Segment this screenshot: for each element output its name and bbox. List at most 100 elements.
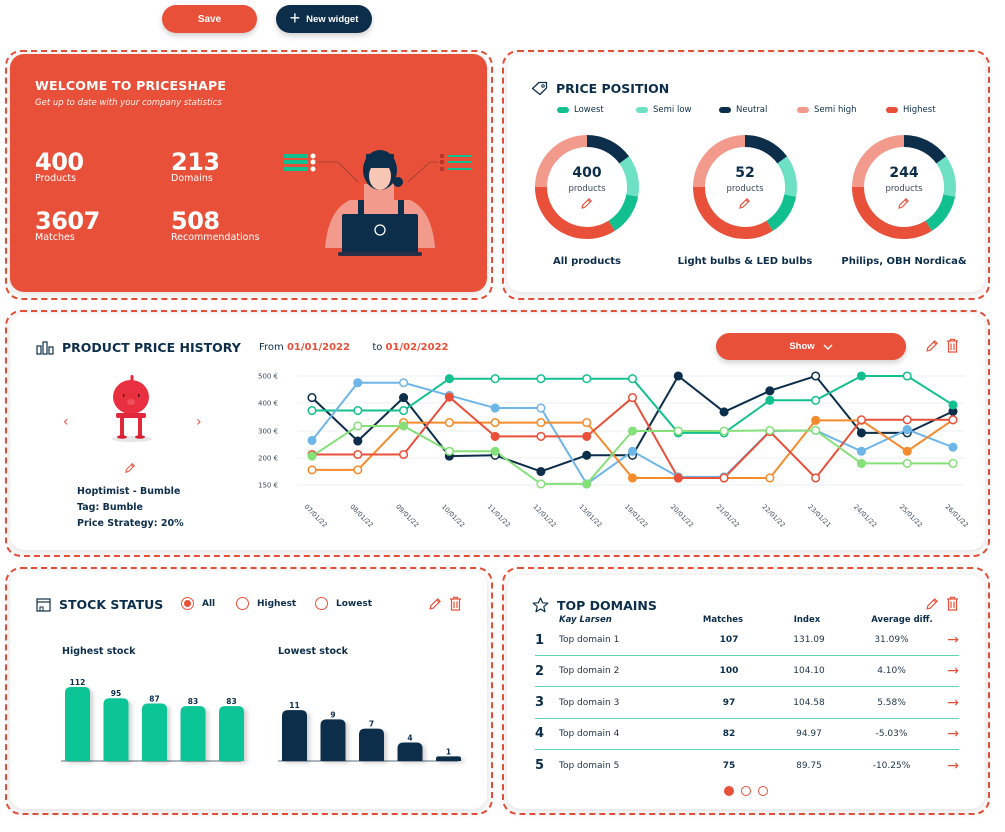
data-point-orange[interactable] — [582, 418, 592, 428]
donut-light-bulbs[interactable]: 52 products — [691, 133, 799, 241]
data-point-light-green[interactable] — [307, 451, 317, 461]
data-point-orange[interactable] — [765, 473, 775, 483]
data-point-teal[interactable] — [856, 371, 866, 381]
data-point-navy[interactable] — [307, 393, 317, 403]
arrow-right-icon[interactable]: → — [947, 694, 959, 711]
data-point-teal[interactable] — [490, 374, 500, 384]
data-point-teal[interactable] — [307, 406, 317, 416]
data-point-navy[interactable] — [765, 386, 775, 396]
data-point-red[interactable] — [811, 473, 821, 483]
data-point-red[interactable] — [719, 473, 729, 483]
data-point-light-green[interactable] — [856, 458, 866, 468]
data-point-red[interactable] — [902, 415, 912, 425]
data-point-light-green[interactable] — [627, 426, 638, 436]
data-point-red[interactable] — [490, 431, 500, 441]
data-point-teal[interactable] — [444, 374, 454, 384]
data-point-blue[interactable] — [353, 378, 363, 388]
show-dropdown-button[interactable]: Show — [716, 333, 906, 360]
donut-philips[interactable]: 244 products — [850, 133, 958, 241]
edit-pencil-icon[interactable] — [897, 197, 910, 210]
filter-radio-highest[interactable]: Highest — [236, 597, 296, 610]
table-row[interactable]: 2 Top domain 2 100 104.10 4.10% → — [535, 656, 959, 688]
data-point-light-green[interactable] — [490, 446, 500, 456]
data-point-teal[interactable] — [902, 371, 912, 381]
table-row[interactable]: 4 Top domain 4 82 94.97 -5.03% → — [535, 719, 959, 750]
arrow-right-icon[interactable]: → — [947, 725, 959, 742]
data-point-light-green[interactable] — [399, 421, 409, 431]
data-point-teal[interactable] — [353, 406, 363, 416]
data-point-red[interactable] — [856, 415, 866, 425]
data-point-teal[interactable] — [536, 374, 546, 384]
data-point-light-green[interactable] — [765, 425, 775, 435]
data-point-blue[interactable] — [948, 442, 958, 452]
data-point-blue[interactable] — [307, 435, 317, 445]
data-point-navy[interactable] — [399, 393, 409, 403]
data-point-orange[interactable] — [536, 418, 546, 428]
data-point-teal[interactable] — [948, 400, 958, 410]
data-point-blue[interactable] — [399, 378, 409, 388]
arrow-right-icon[interactable]: → — [947, 663, 959, 680]
data-point-teal[interactable] — [582, 374, 592, 384]
data-point-blue[interactable] — [856, 446, 866, 456]
data-point-blue[interactable] — [490, 403, 500, 413]
data-point-orange[interactable] — [902, 446, 912, 456]
data-point-orange[interactable] — [490, 418, 500, 428]
chevron-left-icon[interactable]: ‹ — [63, 414, 69, 430]
edit-product-pencil-icon[interactable] — [124, 462, 136, 474]
trash-icon[interactable] — [946, 596, 959, 611]
donut-all-products[interactable]: 400 products — [533, 133, 641, 241]
data-point-light-green[interactable] — [948, 458, 958, 468]
data-point-light-green[interactable] — [719, 426, 729, 436]
data-point-orange[interactable] — [353, 465, 363, 475]
data-point-light-green[interactable] — [673, 426, 683, 436]
data-point-red[interactable] — [399, 449, 409, 460]
data-point-navy[interactable] — [719, 407, 729, 417]
new-widget-button[interactable]: + New widget — [276, 5, 372, 33]
save-button[interactable]: Save — [162, 5, 257, 33]
edit-pencil-icon[interactable] — [428, 597, 442, 611]
filter-radio-all[interactable]: All — [181, 597, 215, 610]
data-point-red[interactable] — [627, 393, 638, 403]
data-point-teal[interactable] — [627, 374, 638, 384]
edit-pencil-icon[interactable] — [925, 597, 939, 611]
page-dot[interactable] — [758, 786, 768, 796]
arrow-right-icon[interactable]: → — [947, 632, 959, 648]
data-point-light-green[interactable] — [353, 421, 363, 431]
data-point-light-green[interactable] — [536, 479, 546, 489]
data-point-teal[interactable] — [399, 406, 409, 416]
data-point-orange[interactable] — [811, 415, 821, 425]
data-point-blue[interactable] — [627, 446, 638, 456]
data-point-red[interactable] — [353, 449, 363, 460]
data-point-navy[interactable] — [856, 428, 866, 438]
table-row[interactable]: 5 Top domain 5 75 89.75 -10.25% → — [535, 750, 959, 781]
data-point-red[interactable] — [444, 392, 454, 402]
table-row[interactable]: 1 Top domain 1 107 131.09 31.09% → — [535, 625, 959, 656]
page-dot-active[interactable] — [724, 786, 734, 796]
trash-icon[interactable] — [946, 338, 959, 353]
table-row[interactable]: 3 Top domain 3 97 104.58 5.58% → — [535, 688, 959, 719]
data-point-navy[interactable] — [673, 371, 683, 381]
from-date[interactable]: 01/01/2022 — [286, 342, 350, 353]
data-point-blue[interactable] — [536, 403, 546, 413]
data-point-teal[interactable] — [765, 395, 775, 405]
trash-icon[interactable] — [449, 596, 462, 611]
arrow-right-icon[interactable]: → — [947, 757, 959, 774]
data-point-blue[interactable] — [902, 425, 912, 435]
to-date[interactable]: 01/02/2022 — [385, 342, 449, 353]
data-point-light-green[interactable] — [582, 479, 592, 489]
edit-pencil-icon[interactable] — [738, 197, 751, 210]
data-point-navy[interactable] — [536, 466, 546, 477]
page-dot[interactable] — [741, 786, 751, 796]
data-point-light-green[interactable] — [444, 446, 454, 456]
data-point-red[interactable] — [536, 431, 546, 441]
data-point-red[interactable] — [948, 415, 958, 425]
data-point-red[interactable] — [673, 473, 683, 483]
data-point-light-green[interactable] — [811, 425, 821, 435]
data-point-navy[interactable] — [353, 436, 363, 446]
data-point-navy[interactable] — [582, 450, 592, 460]
data-point-teal[interactable] — [811, 395, 821, 405]
data-point-red[interactable] — [582, 431, 592, 441]
chevron-right-icon[interactable]: › — [196, 414, 202, 430]
data-point-orange[interactable] — [444, 418, 454, 428]
data-point-navy[interactable] — [811, 371, 821, 381]
